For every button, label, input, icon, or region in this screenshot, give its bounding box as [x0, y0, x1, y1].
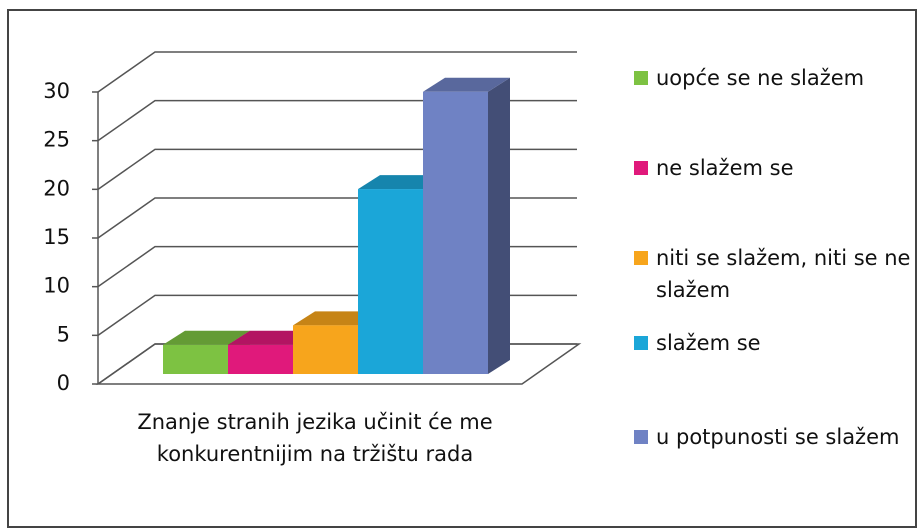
legend-label: uopće se ne slažem — [656, 66, 865, 90]
y-tick-label: 25 — [43, 128, 70, 152]
bar — [163, 344, 228, 374]
bar — [423, 91, 488, 374]
y-tick-label: 5 — [57, 322, 70, 346]
legend-label: u potpunosti se slažem — [656, 425, 900, 449]
legend-swatch — [634, 161, 648, 175]
legend-swatch — [634, 430, 648, 444]
y-tick-label: 15 — [43, 225, 70, 249]
grid-line — [97, 51, 577, 93]
y-tick-label: 0 — [57, 371, 70, 395]
frame — [7, 9, 917, 528]
category-label: Znanje stranih jezika učinit će me konku… — [137, 410, 493, 466]
legend-label: ne slažem se — [656, 156, 794, 180]
bar-top — [163, 330, 250, 345]
bar — [228, 344, 293, 374]
legend-label: niti se slažem, niti se ne slažem — [656, 246, 911, 302]
legend-swatch — [634, 251, 648, 265]
legend-swatch — [634, 336, 648, 350]
y-tick-label: 10 — [43, 274, 70, 298]
bar-side — [488, 77, 510, 374]
bar-top — [423, 77, 510, 92]
y-tick-label: 20 — [43, 176, 70, 200]
bar — [293, 325, 358, 374]
legend-label: slažem se — [656, 331, 761, 355]
bar — [358, 189, 423, 374]
legend-swatch — [634, 71, 648, 85]
y-tick-label: 30 — [43, 79, 70, 103]
